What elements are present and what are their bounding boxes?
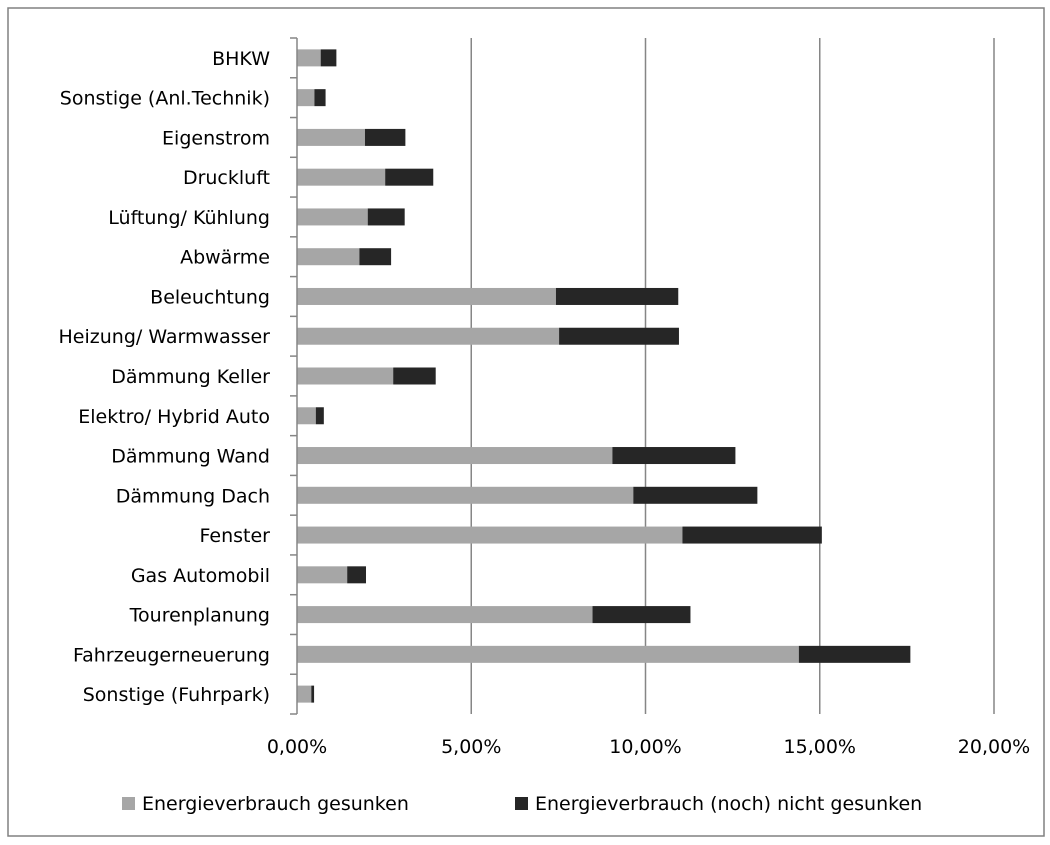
category-label: BHKW: [212, 48, 270, 70]
category-label: Eigenstrom: [162, 127, 270, 149]
x-tick-label: 10,00%: [609, 736, 681, 758]
category-label: Dämmung Wand: [111, 446, 270, 468]
legend-swatch: [122, 797, 135, 810]
bar-gesunken: [297, 89, 315, 107]
category-label: Fenster: [200, 525, 271, 547]
bar-nicht-gesunken: [592, 606, 691, 624]
bar-nicht-gesunken: [315, 407, 324, 425]
x-tick-label: 20,00%: [958, 736, 1030, 758]
bar-nicht-gesunken: [682, 526, 822, 544]
bar-nicht-gesunken: [385, 168, 434, 186]
category-label: Abwärme: [180, 247, 270, 269]
bar-nicht-gesunken: [798, 645, 911, 663]
x-tick-label: 15,00%: [784, 736, 856, 758]
bar-gesunken: [297, 606, 593, 624]
bar-gesunken: [297, 486, 634, 504]
legend: Energieverbrauch gesunken Energieverbrauc…: [122, 793, 922, 815]
bar-nicht-gesunken: [314, 89, 326, 107]
bar-gesunken: [297, 128, 365, 146]
legend-label: Energieverbrauch gesunken: [142, 793, 409, 815]
bar-nicht-gesunken: [393, 367, 436, 385]
category-label: Elektro/ Hybrid Auto: [78, 406, 270, 428]
bar-gesunken: [297, 645, 799, 663]
chart-border: [7, 7, 1045, 837]
bar-gesunken: [297, 168, 386, 186]
bar-gesunken: [297, 287, 556, 305]
bar-nicht-gesunken: [367, 208, 405, 226]
axes: [290, 37, 298, 715]
bar-gesunken: [297, 526, 683, 544]
bar-nicht-gesunken: [364, 128, 406, 146]
bar-nicht-gesunken: [359, 248, 392, 266]
category-label: Dämmung Dach: [116, 485, 270, 507]
category-label: Sonstige (Fuhrpark): [83, 684, 270, 706]
category-label: Lüftung/ Kühlung: [108, 207, 270, 229]
bar-nicht-gesunken: [559, 327, 679, 345]
bar-nicht-gesunken: [555, 287, 679, 305]
legend-swatch: [515, 797, 528, 810]
bar-gesunken: [297, 367, 394, 385]
bar-gesunken: [297, 208, 368, 226]
gridlines: [470, 38, 995, 714]
category-label: Dämmung Keller: [111, 366, 270, 388]
bars: [297, 49, 911, 703]
bar-gesunken: [297, 327, 560, 345]
bar-gesunken: [297, 407, 316, 425]
legend-label: Energieverbrauch (noch) nicht gesunken: [535, 793, 922, 815]
bar-nicht-gesunken: [633, 486, 758, 504]
category-labels: BHKW Sonstige (Anl.Technik) Eigenstrom Druc…: [59, 48, 271, 706]
x-tick-label: 5,00%: [441, 736, 501, 758]
category-label: Heizung/ Warmwasser: [59, 326, 271, 348]
bar-nicht-gesunken: [311, 685, 315, 703]
category-label: Fahrzeugerneuerung: [73, 644, 270, 666]
category-label: Tourenplanung: [129, 605, 270, 627]
bar-gesunken: [297, 447, 613, 465]
x-tick-label: 0,00%: [267, 736, 327, 758]
category-label: Gas Automobil: [131, 565, 270, 587]
category-label: Sonstige (Anl.Technik): [60, 88, 270, 110]
bar-gesunken: [297, 566, 348, 584]
category-label: Druckluft: [183, 167, 270, 189]
bar-nicht-gesunken: [612, 447, 736, 465]
bar-gesunken: [297, 685, 312, 703]
bar-nicht-gesunken: [347, 566, 367, 584]
bar-gesunken: [297, 248, 360, 266]
category-label: Beleuchtung: [150, 286, 270, 308]
x-tick-labels: 0,00% 5,00% 10,00% 15,00% 20,00%: [267, 736, 1030, 758]
bar-gesunken: [297, 49, 321, 67]
bar-nicht-gesunken: [320, 49, 337, 67]
